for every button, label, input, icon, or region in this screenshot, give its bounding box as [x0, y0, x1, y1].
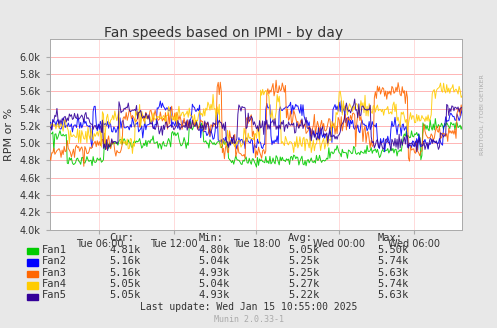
Text: Fan5: Fan5 — [42, 291, 67, 300]
Bar — [27, 259, 38, 266]
Text: Munin 2.0.33-1: Munin 2.0.33-1 — [214, 315, 283, 324]
Text: 5.16k: 5.16k — [109, 268, 141, 277]
Text: 5.63k: 5.63k — [378, 268, 409, 277]
Text: Fan1: Fan1 — [42, 245, 67, 255]
Text: Fan speeds based on IPMI - by day: Fan speeds based on IPMI - by day — [104, 26, 343, 40]
Text: 5.74k: 5.74k — [378, 279, 409, 289]
Text: 5.22k: 5.22k — [288, 291, 320, 300]
Text: 5.74k: 5.74k — [378, 256, 409, 266]
Text: Last update: Wed Jan 15 10:55:00 2025: Last update: Wed Jan 15 10:55:00 2025 — [140, 302, 357, 312]
Text: 5.27k: 5.27k — [288, 279, 320, 289]
Bar — [27, 294, 38, 300]
Text: 5.63k: 5.63k — [378, 291, 409, 300]
Text: 4.93k: 4.93k — [199, 291, 230, 300]
Text: 5.16k: 5.16k — [109, 256, 141, 266]
Text: 4.81k: 4.81k — [109, 245, 141, 255]
Text: Fan2: Fan2 — [42, 256, 67, 266]
Bar — [27, 248, 38, 254]
Text: 5.05k: 5.05k — [109, 291, 141, 300]
Text: 5.05k: 5.05k — [288, 245, 320, 255]
Text: 5.04k: 5.04k — [199, 256, 230, 266]
Text: 5.25k: 5.25k — [288, 256, 320, 266]
Bar — [27, 282, 38, 289]
Text: Fan4: Fan4 — [42, 279, 67, 289]
Text: Min:: Min: — [199, 233, 224, 243]
Text: 5.50k: 5.50k — [378, 245, 409, 255]
Text: 4.93k: 4.93k — [199, 268, 230, 277]
Text: Avg:: Avg: — [288, 233, 313, 243]
Bar — [27, 271, 38, 277]
Text: Cur:: Cur: — [109, 233, 134, 243]
Text: 5.25k: 5.25k — [288, 268, 320, 277]
Text: 5.05k: 5.05k — [109, 279, 141, 289]
Text: Fan3: Fan3 — [42, 268, 67, 277]
Y-axis label: RPM or %: RPM or % — [4, 108, 14, 161]
Text: 5.04k: 5.04k — [199, 279, 230, 289]
Text: Max:: Max: — [378, 233, 403, 243]
Text: 4.80k: 4.80k — [199, 245, 230, 255]
Text: RRDTOOL / TOBI OETIKER: RRDTOOL / TOBI OETIKER — [480, 74, 485, 155]
